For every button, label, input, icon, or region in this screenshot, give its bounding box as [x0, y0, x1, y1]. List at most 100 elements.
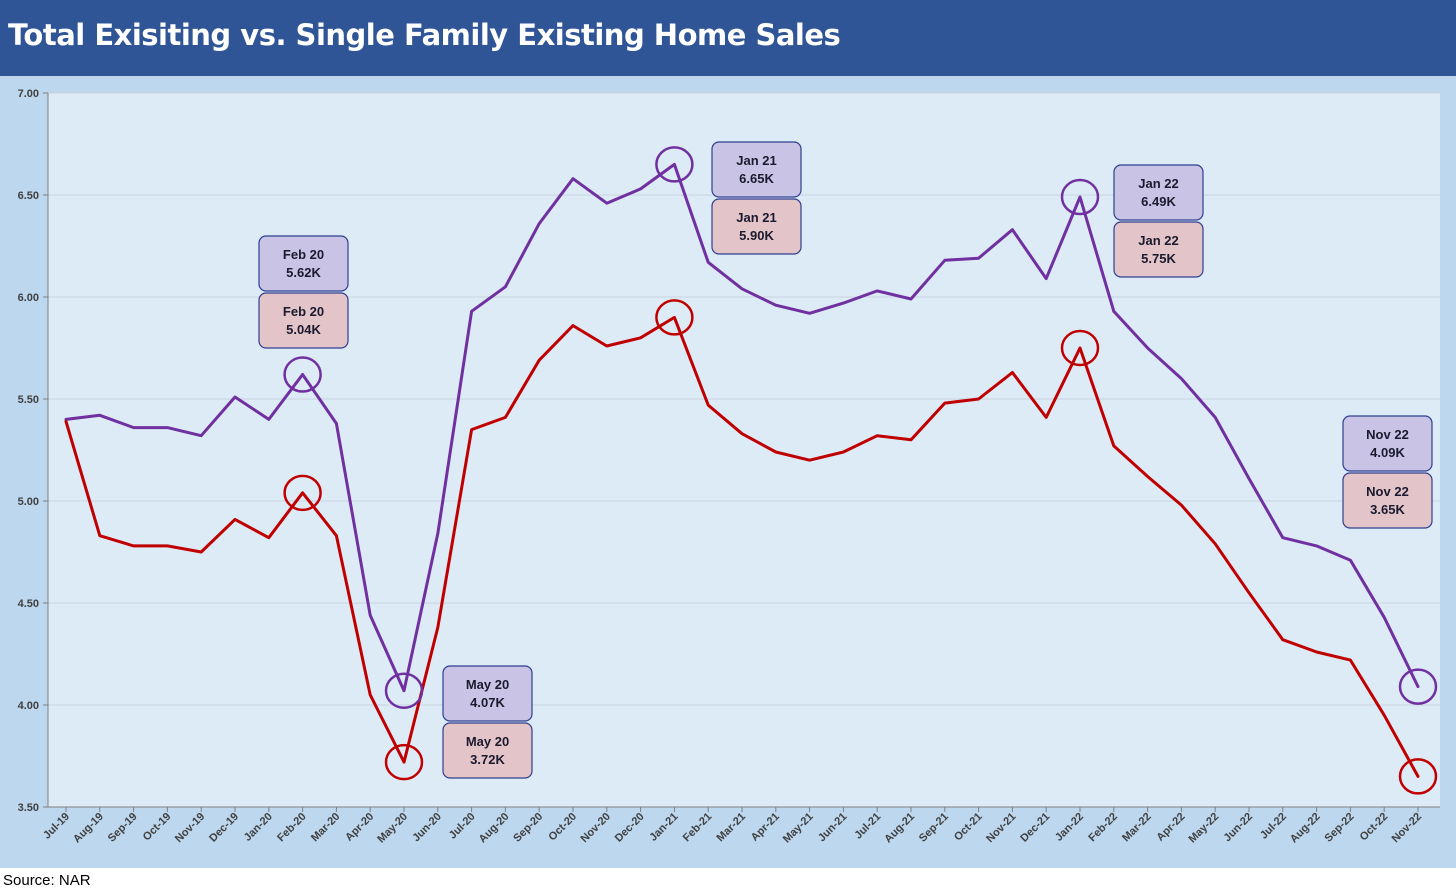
total-callout-box — [258, 235, 349, 292]
x-tick-label: Dec-19 — [207, 811, 241, 845]
x-tick-label: Apr-22 — [1154, 811, 1187, 844]
single-family-callout-box — [258, 292, 349, 349]
total-callout-box — [1342, 415, 1433, 472]
line-chart: 3.504.004.505.005.506.006.507.00Jul-19Au… — [18, 88, 1440, 846]
x-tick-label: Dec-20 — [613, 811, 647, 845]
single-family-callout: Feb 20 5.04K — [258, 292, 349, 349]
total-callout-box — [442, 665, 533, 722]
single-family-callout-date: Nov 22 — [1366, 484, 1409, 499]
single-family-callout: Jan 21 5.90K — [711, 198, 802, 255]
single-family-highlight-circle — [655, 299, 694, 336]
x-tick-label: Sep-22 — [1323, 811, 1357, 845]
x-tick-label: Oct-20 — [546, 811, 579, 844]
x-tick-label: Mar-21 — [715, 811, 749, 845]
y-tick-label: 7.00 — [18, 88, 39, 100]
x-tick-label: May-22 — [1186, 811, 1221, 846]
x-tick-label: Jan-22 — [1053, 811, 1086, 844]
x-tick-label: Apr-21 — [749, 811, 782, 844]
total-highlight-circle — [655, 146, 694, 183]
y-tick-label: 4.50 — [18, 598, 39, 610]
x-tick-label: Feb-21 — [681, 811, 715, 845]
total-callout-date: Feb 20 — [283, 247, 324, 262]
x-tick-label: Apr-20 — [343, 811, 376, 844]
x-tick-label: Feb-22 — [1086, 811, 1120, 845]
single-family-callout: Nov 22 3.65K — [1342, 472, 1433, 529]
single-family-callout-date: May 20 — [466, 734, 509, 749]
single-family-callout: May 20 3.72K — [442, 722, 533, 779]
single-family-callout-box — [711, 198, 802, 255]
total-highlight-circle — [1398, 668, 1438, 705]
x-tick-label: Jan-20 — [242, 811, 275, 844]
total-callout: Jan 21 6.65K — [711, 141, 802, 198]
x-tick-label: Jun-22 — [1222, 811, 1256, 845]
x-tick-label: Nov-21 — [984, 811, 1018, 845]
y-tick-label: 4.00 — [18, 700, 39, 712]
single-family-callout-value: 3.72K — [470, 752, 505, 767]
y-tick-label: 3.50 — [18, 802, 39, 814]
single-family-series-line — [64, 315, 1420, 778]
x-tick-label: Dec-21 — [1018, 811, 1052, 845]
x-tick-label: Jun-21 — [816, 811, 850, 845]
y-tick-label: 5.00 — [18, 496, 39, 508]
x-tick-label: Sep-19 — [106, 811, 140, 845]
source-note: Source: NAR — [3, 872, 91, 889]
total-callout-box — [711, 141, 802, 198]
x-tick-label: Jul-20 — [447, 811, 478, 842]
x-tick-label: Oct-22 — [1358, 811, 1391, 844]
total-callout-value: 5.62K — [286, 265, 321, 280]
title-banner: Total Exisiting vs. Single Family Existi… — [0, 0, 1456, 76]
x-tick-label: Aug-20 — [477, 811, 512, 846]
x-tick-label: Feb-20 — [275, 811, 309, 845]
total-callout: Feb 20 5.62K — [258, 235, 349, 292]
total-callout-value: 4.09K — [1370, 445, 1405, 460]
x-tick-label: Aug-22 — [1288, 811, 1323, 846]
y-tick-label: 6.00 — [18, 292, 39, 304]
single-family-callout-box — [1342, 472, 1433, 529]
single-family-highlight-circle — [1398, 758, 1438, 795]
total-callout-value: 4.07K — [470, 695, 505, 710]
x-tick-label: Oct-21 — [952, 811, 985, 844]
x-tick-label: Aug-19 — [71, 811, 106, 846]
total-callout-date: May 20 — [466, 677, 509, 692]
total-callout: May 20 4.07K — [442, 665, 533, 722]
total-callout-value: 6.49K — [1141, 194, 1176, 209]
single-family-highlight-circle — [283, 474, 322, 512]
x-tick-label: Jun-20 — [410, 811, 444, 845]
single-family-callout-box — [442, 722, 533, 779]
total-series-line — [64, 162, 1420, 693]
total-callout-value: 6.65K — [739, 171, 774, 186]
x-tick-label: Sep-21 — [917, 811, 951, 845]
y-tick-label: 6.50 — [18, 190, 39, 202]
single-family-highlight-circle — [1060, 329, 1100, 367]
single-family-highlight-circle — [384, 743, 424, 781]
single-family-callout-date: Jan 21 — [736, 210, 776, 225]
single-family-callout-box — [1113, 221, 1204, 278]
x-tick-label: Mar-22 — [1120, 811, 1154, 845]
single-family-callout-value: 5.90K — [739, 228, 774, 243]
total-highlight-circle — [384, 672, 424, 709]
total-callout: Nov 22 4.09K — [1342, 415, 1433, 472]
chart-title: Total Exisiting vs. Single Family Existi… — [8, 18, 841, 52]
total-callout-box — [1113, 164, 1204, 221]
y-tick-label: 5.50 — [18, 394, 39, 406]
x-tick-label: Aug-21 — [882, 811, 917, 846]
single-family-callout-value: 3.65K — [1370, 502, 1405, 517]
x-tick-label: Jul-19 — [41, 811, 72, 842]
single-family-callout-date: Jan 22 — [1138, 233, 1178, 248]
x-tick-label: Jul-21 — [852, 811, 883, 842]
single-family-callout-date: Feb 20 — [283, 304, 324, 319]
x-tick-label: Mar-20 — [309, 811, 343, 845]
x-tick-label: Jul-22 — [1258, 811, 1289, 842]
total-callout-date: Nov 22 — [1366, 427, 1409, 442]
x-tick-label: Oct-19 — [141, 811, 174, 844]
x-tick-label: Sep-20 — [511, 811, 545, 845]
single-family-callout-value: 5.75K — [1141, 251, 1176, 266]
total-callout-date: Jan 21 — [736, 153, 776, 168]
single-family-callout: Jan 22 5.75K — [1113, 221, 1204, 278]
total-highlight-circle — [283, 356, 322, 393]
x-tick-label: May-21 — [781, 811, 816, 846]
single-family-callout-value: 5.04K — [286, 322, 321, 337]
x-tick-label: Jan-21 — [647, 811, 680, 844]
x-tick-label: Nov-19 — [173, 811, 207, 845]
